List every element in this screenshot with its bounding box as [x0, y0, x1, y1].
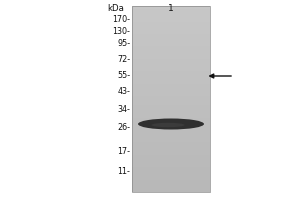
- Text: 130-: 130-: [112, 26, 130, 36]
- Bar: [132, 6, 210, 9]
- Text: 55-: 55-: [117, 71, 130, 79]
- Text: 17-: 17-: [118, 146, 130, 156]
- Bar: [132, 183, 210, 186]
- Text: 43-: 43-: [118, 87, 130, 96]
- Bar: [132, 62, 210, 65]
- Bar: [132, 161, 210, 164]
- Bar: [132, 114, 210, 118]
- Bar: [132, 124, 210, 127]
- Bar: [132, 34, 210, 37]
- Bar: [132, 155, 210, 158]
- Bar: [132, 21, 210, 25]
- Bar: [132, 12, 210, 15]
- Text: 1: 1: [168, 4, 174, 13]
- Bar: [132, 46, 210, 49]
- Bar: [132, 121, 210, 124]
- Bar: [132, 49, 210, 52]
- Bar: [132, 68, 210, 71]
- Bar: [132, 87, 210, 90]
- Bar: [132, 108, 210, 111]
- Bar: [132, 158, 210, 161]
- Text: 26-: 26-: [118, 122, 130, 132]
- Bar: [132, 164, 210, 167]
- Text: 72-: 72-: [117, 54, 130, 64]
- Bar: [132, 96, 210, 99]
- Bar: [132, 111, 210, 114]
- Bar: [132, 136, 210, 139]
- Bar: [132, 80, 210, 84]
- Bar: [132, 43, 210, 46]
- Bar: [132, 99, 210, 102]
- Bar: [132, 139, 210, 142]
- Bar: [132, 167, 210, 170]
- Bar: [132, 59, 210, 62]
- Text: kDa: kDa: [108, 4, 124, 13]
- Bar: [132, 127, 210, 130]
- Bar: [132, 90, 210, 93]
- Bar: [132, 105, 210, 108]
- Bar: [132, 40, 210, 43]
- Bar: [132, 37, 210, 40]
- Bar: [132, 146, 210, 149]
- Bar: [132, 176, 210, 180]
- Text: 34-: 34-: [118, 105, 130, 114]
- Text: 11-: 11-: [118, 166, 130, 176]
- Bar: [132, 18, 210, 21]
- Bar: [132, 152, 210, 155]
- Bar: [132, 93, 210, 96]
- Bar: [132, 142, 210, 146]
- Text: 95-: 95-: [117, 40, 130, 48]
- Bar: [132, 65, 210, 68]
- Bar: [132, 31, 210, 34]
- Bar: [132, 6, 210, 192]
- Bar: [132, 52, 210, 56]
- Bar: [132, 25, 210, 28]
- Ellipse shape: [138, 118, 204, 130]
- Bar: [132, 71, 210, 74]
- Bar: [132, 133, 210, 136]
- Bar: [132, 170, 210, 173]
- Bar: [132, 56, 210, 59]
- Bar: [132, 189, 210, 192]
- Bar: [132, 9, 210, 12]
- Bar: [132, 173, 210, 176]
- Bar: [132, 118, 210, 121]
- Bar: [132, 186, 210, 189]
- Bar: [132, 102, 210, 105]
- Bar: [132, 180, 210, 183]
- Bar: [132, 84, 210, 87]
- Bar: [132, 28, 210, 31]
- Text: 170-: 170-: [112, 15, 130, 23]
- Ellipse shape: [152, 123, 184, 127]
- Bar: [132, 15, 210, 18]
- Bar: [132, 149, 210, 152]
- Bar: [132, 74, 210, 77]
- Bar: [132, 77, 210, 80]
- Bar: [132, 130, 210, 133]
